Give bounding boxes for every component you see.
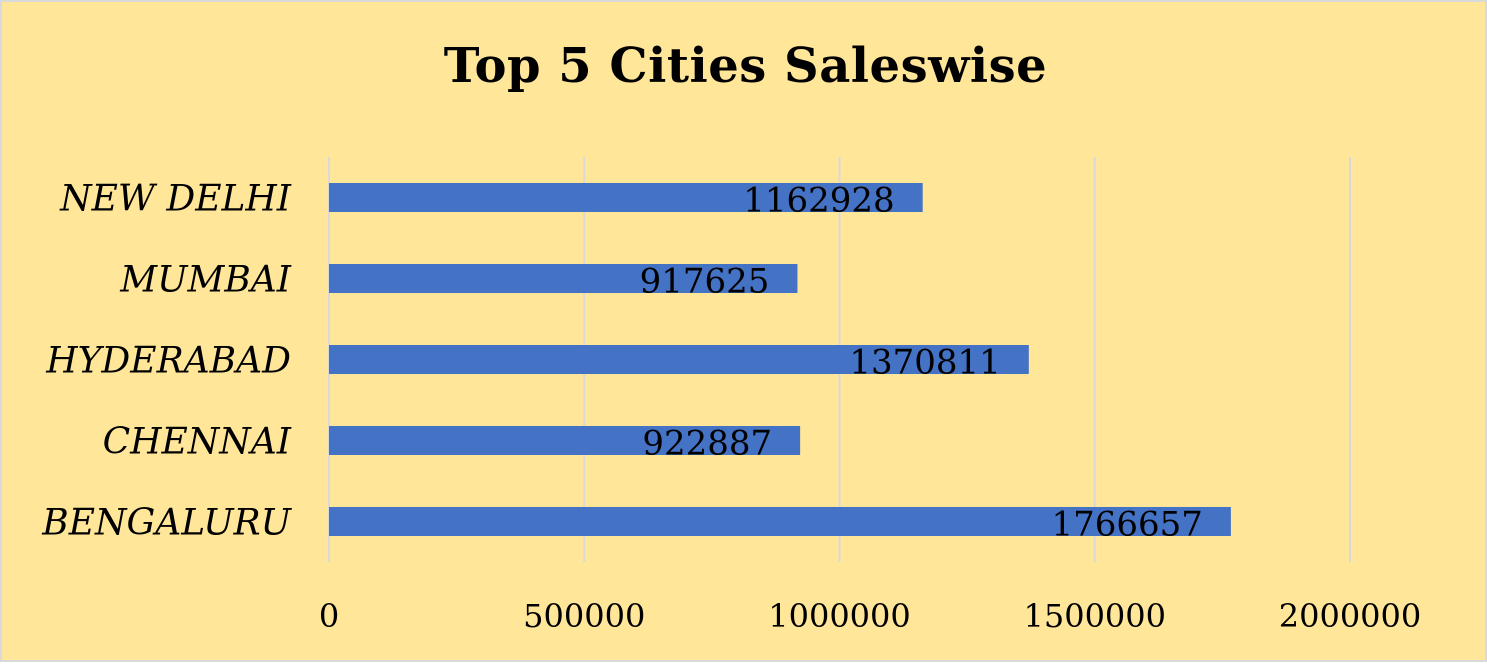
x-tick-label: 1500000	[1023, 597, 1166, 635]
bar	[329, 345, 1029, 374]
bars	[329, 183, 1231, 536]
data-label: 917625	[640, 262, 770, 302]
data-label: 1766657	[1051, 505, 1202, 545]
data-label: 1370811	[849, 343, 1000, 383]
x-tick-label: 1000000	[768, 597, 911, 635]
category-label: CHENNAI	[103, 422, 292, 463]
labels: 0 500000 1000000 1500000 2000000 NEW DELHI 116…	[41, 179, 1421, 636]
x-tick-label: 0	[319, 597, 339, 635]
bar	[329, 264, 798, 293]
data-label: 922887	[642, 424, 772, 464]
bar	[329, 183, 923, 212]
bar	[329, 426, 801, 455]
category-label: MUMBAI	[119, 260, 292, 301]
data-label: 1162928	[743, 181, 894, 221]
category-label: NEW DELHI	[59, 179, 292, 220]
chart-title: Top 5 Cities Saleswise	[443, 38, 1048, 94]
bar	[329, 507, 1231, 536]
category-label: BENGALURU	[41, 503, 292, 544]
x-tick-label: 500000	[523, 597, 645, 635]
category-label: HYDERABAD	[45, 341, 291, 382]
x-tick-label: 2000000	[1279, 597, 1422, 635]
